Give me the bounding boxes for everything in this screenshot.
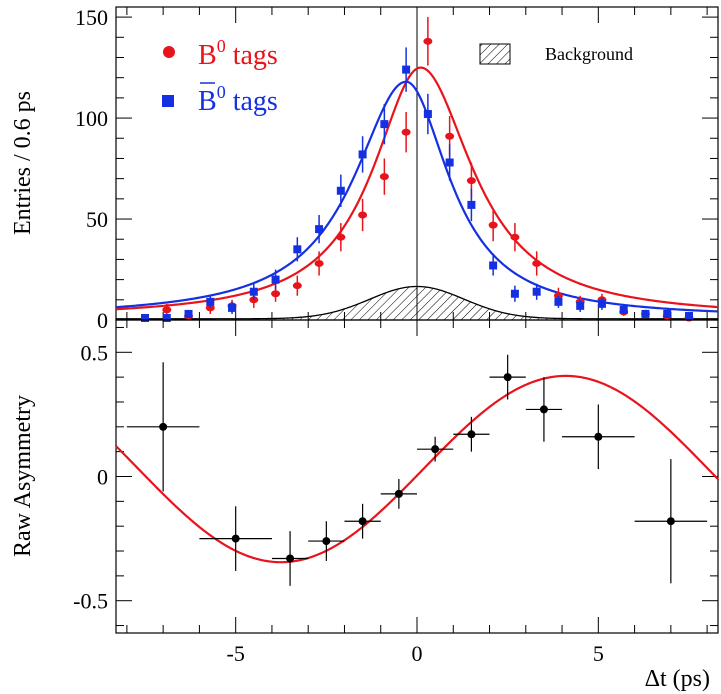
legend-b0-label: B0 tags xyxy=(198,36,278,71)
b0bar-data-point xyxy=(446,158,454,166)
y-tick-label: 0.5 xyxy=(81,340,109,365)
b0bar-data-point xyxy=(554,298,562,306)
b0bar-data-point xyxy=(685,312,693,320)
y-tick-label: 100 xyxy=(75,106,108,131)
x-tick-label: 5 xyxy=(593,641,604,666)
b0bar-data-point xyxy=(598,300,606,308)
b0bar-data-point xyxy=(511,290,519,298)
legend-b0bar-marker xyxy=(162,95,174,107)
y-tick-label: 0 xyxy=(97,465,108,490)
b0bar-data-point xyxy=(620,306,628,314)
y-tick-label: -0.5 xyxy=(73,589,108,614)
b0bar-data-point xyxy=(663,310,671,318)
b0bar-data-point xyxy=(315,225,323,233)
b0bar-data-point xyxy=(359,150,367,158)
asymmetry-data-point xyxy=(540,405,548,413)
b0-data-point xyxy=(532,260,541,267)
legend-b0-marker xyxy=(163,46,175,58)
b0-data-point xyxy=(271,290,280,297)
b0bar-data-point xyxy=(533,288,541,296)
asymmetry-data-point xyxy=(322,537,330,545)
entries-panel: 0 50 100 150 Entries / 0.6 ps B0 tags B0 ta… xyxy=(10,5,718,333)
b0bar-data-point xyxy=(293,245,301,253)
b0bar-data-point xyxy=(380,120,388,128)
b0-data-point xyxy=(336,234,345,241)
asymmetry-data-point xyxy=(159,423,167,431)
b0bar-data-point xyxy=(163,314,171,322)
b0bar-data-point xyxy=(424,110,432,118)
legend-background-swatch xyxy=(480,44,510,64)
b0-data-point xyxy=(358,211,367,218)
asymmetry-fit-line xyxy=(116,376,718,562)
asymmetry-data-point xyxy=(667,517,675,525)
b0-data-point xyxy=(467,177,476,184)
b0-data-point xyxy=(423,38,432,45)
x-axis-label: Δt (ps) xyxy=(645,666,710,692)
legend-background-label: Background xyxy=(545,44,633,64)
asymmetry-data-point xyxy=(232,535,240,543)
x-tick-label: -5 xyxy=(227,641,245,666)
b0-data-point xyxy=(489,222,498,229)
b0bar-data-point xyxy=(228,304,236,312)
asymmetry-data-point xyxy=(395,490,403,498)
asymmetry-data-points xyxy=(127,355,707,586)
asymmetry-panel: -0.5 0 0.5 -5 0 5 Raw Asymmetry Δt (ps) xyxy=(10,320,718,692)
asymmetry-data-point xyxy=(504,373,512,381)
b0bar-data-point xyxy=(641,310,649,318)
b0bar-data-point xyxy=(489,261,497,269)
y-tick-label: 150 xyxy=(75,5,108,30)
b0bar-data-point xyxy=(576,302,584,310)
b0-data-point xyxy=(162,306,171,313)
b0bar-data-point xyxy=(272,276,280,284)
b0bar-data-point xyxy=(467,201,475,209)
b0bar-data-point xyxy=(141,314,149,322)
asymmetry-y-axis-label: Raw Asymmetry xyxy=(10,395,36,557)
asymmetry-data-point xyxy=(467,430,475,438)
b0-data-point xyxy=(315,260,324,267)
b0bar-data-point xyxy=(337,187,345,195)
b0-data-point xyxy=(402,129,411,136)
y-tick-label: 50 xyxy=(86,207,108,232)
b0bar-data-point xyxy=(185,310,193,318)
b0-data-point xyxy=(293,282,302,289)
b0-data-point xyxy=(445,133,454,140)
entries-y-axis-label: Entries / 0.6 ps xyxy=(10,91,36,235)
y-tick-label: 0 xyxy=(97,308,108,333)
b0bar-data-point xyxy=(206,298,214,306)
b0bar-data-point xyxy=(402,66,410,74)
asymmetry-data-point xyxy=(286,554,294,562)
asymmetry-data-point xyxy=(594,433,602,441)
b0-data-point xyxy=(380,173,389,180)
x-tick-label: 0 xyxy=(412,641,423,666)
b0bar-data-point xyxy=(250,288,258,296)
asymmetry-data-point xyxy=(359,517,367,525)
legend-b0bar-label: B0 tags xyxy=(198,82,278,117)
asymmetry-data-point xyxy=(431,445,439,453)
asymmetry-fit-curve xyxy=(116,376,718,562)
b0-data-point xyxy=(510,234,519,241)
